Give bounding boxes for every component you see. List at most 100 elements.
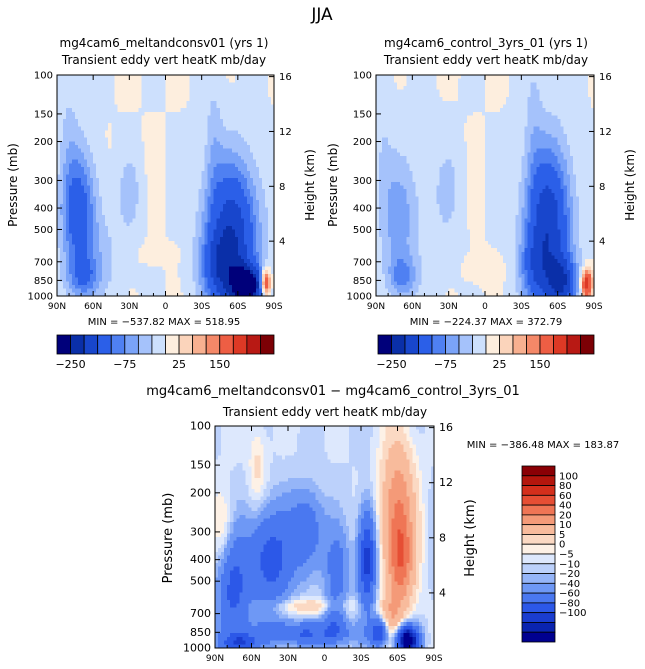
y-axis-label-right: Height (km) [463,499,478,576]
y-tick-label: 500 [34,225,53,236]
colorbar: −250 −75 25 150 [376,334,595,371]
colorbar-swatch [521,582,556,594]
colorbar-swatch [521,563,556,574]
panel-subtitle: Transient eddy vert heatK mb/day [61,53,266,67]
colorbar-swatch [539,334,554,355]
x-tick-label: 90N [206,654,224,664]
panel-bottom-difference: mg4cam6_meltandconsv01 − mg4cam6_control… [146,384,619,664]
plot-area: 90N 60N 30N 0 30S 60S 90S 100 150 200 300 400 500 700… [347,71,612,313]
colorbar-swatch [418,334,433,355]
season-title: JJA [310,5,333,25]
panel-title: mg4cam6_meltandconsv01 − mg4cam6_control… [146,384,520,399]
colorbar-swatch [219,334,234,355]
y-tick-label: 300 [353,176,372,187]
x-tick-label: 30S [193,302,210,312]
colorbar-tick-label: −100 [559,608,586,619]
x-tick-label: 30N [279,654,297,664]
colorbar-swatch [97,334,112,355]
y-tick-label: 1000 [347,292,372,303]
colorbar-swatch [472,334,487,355]
colorbar-swatch [521,573,556,584]
panel-subtitle: Transient eddy vert heatK mb/day [383,53,588,67]
panel-title: mg4cam6_meltandconsv01 (yrs 1) [60,36,269,50]
colorbar-swatch [232,334,248,355]
y-tick-label: 850 [353,276,372,287]
colorbar-swatch [391,334,406,355]
y-tick-label: 400 [353,204,372,215]
colorbar-tick-label: 60 [559,491,572,502]
y-tick-label: 850 [190,626,211,639]
contour-field [57,75,275,297]
y-right-tick-label: 12 [279,127,292,138]
plot-area: 90N 60N 30N 0 30S 60S 90S 100 150 200 300 400 500 700… [183,420,453,665]
panel-subtitle: Transient eddy vert heatK mb/day [222,405,427,419]
colorbar-swatch [521,602,556,614]
x-tick-label: 60S [549,302,566,312]
colorbar-swatch [151,334,166,355]
colorbar-tick-label: −250 [55,358,85,371]
stats-text: MIN = −386.48 MAX = 183.87 [467,440,619,451]
y-right-tick-label: 8 [439,531,446,544]
y-axis-label: Pressure (mb) [6,143,20,227]
y-tick-label: 1000 [28,292,53,303]
y-tick-label: 100 [190,420,211,433]
colorbar-tick-label: −75 [434,358,457,371]
x-tick-label: 0 [322,654,328,664]
colorbar-swatch [521,485,556,496]
colorbar-tick-label: 5 [559,530,565,541]
colorbar-swatch [521,592,556,604]
x-tick-label: 30S [352,654,369,664]
x-tick-label: 60N [84,302,102,312]
colorbar-tick-label: 10 [559,520,572,531]
y-right-tick-label: 12 [599,127,612,138]
colorbar-swatch [521,494,556,506]
colorbar-swatch [377,334,392,355]
y-axis-label: Pressure (mb) [326,143,340,227]
colorbar-tick-label: 100 [559,471,578,482]
x-tick-label: 30N [120,302,138,312]
colorbar-swatch [521,504,556,516]
colorbar-swatch [205,334,221,355]
y-tick-label: 150 [353,109,372,120]
y-tick-label: 1000 [183,642,211,655]
x-tick-label: 0 [163,302,169,312]
colorbar-swatch [499,334,514,355]
colorbar-swatch [404,334,419,355]
y-right-tick-label: 8 [279,182,285,193]
y-tick-label: 700 [34,257,53,268]
y-tick-label: 100 [34,71,53,82]
colorbar-tick-label: −80 [559,598,580,609]
plot-area: 90N 60N 30N 0 30S 60S 90S 100 150 200 300 400 500 700… [28,71,292,313]
colorbar-tick-label: −40 [559,579,580,590]
colorbar-swatch [553,334,568,355]
y-tick-label: 100 [353,71,372,82]
y-axis-label-right: Height (km) [303,149,317,220]
y-right-tick-label: 16 [439,421,453,434]
y-axis-label-right: Height (km) [623,149,637,220]
colorbar-tick-label: −60 [559,589,580,600]
colorbar-tick-label: −20 [559,569,580,580]
x-tick-label: 90S [585,302,602,312]
colorbar-tick-label: 0 [559,540,565,551]
x-tick-label: 30N [440,302,458,312]
x-tick-label: 90N [48,302,66,312]
colorbar-swatch [521,622,556,633]
x-tick-label: 60N [403,302,421,312]
colorbar-swatch [566,334,581,355]
stats-text: MIN = −224.37 MAX = 372.79 [410,317,562,328]
colorbar-swatch [512,334,527,355]
colorbar-swatch [260,334,275,355]
y-tick-label: 200 [34,137,53,148]
y-right-tick-label: 16 [599,72,612,83]
colorbar-swatch [485,334,500,355]
colorbar-swatch [521,553,556,565]
x-tick-label: 90N [367,302,385,312]
y-right-tick-label: 12 [439,476,453,489]
colorbar-swatch [580,334,595,355]
x-tick-label: 60S [229,302,246,312]
colorbar-swatch [124,334,139,355]
colorbar-tick-label: 20 [559,510,572,521]
colorbar-tick-label: −5 [559,550,574,561]
y-tick-label: 700 [353,257,372,268]
